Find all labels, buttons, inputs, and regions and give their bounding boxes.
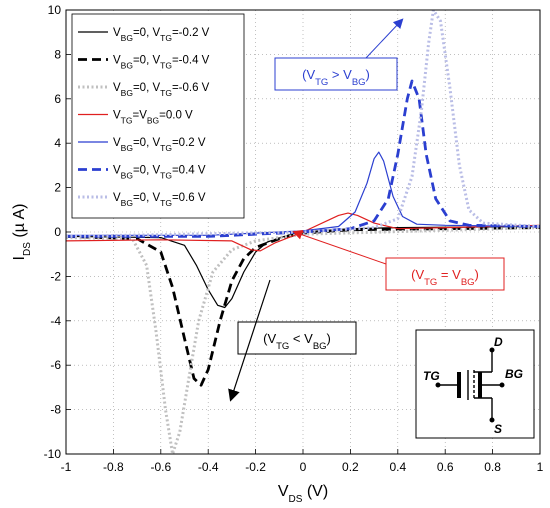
series-line-6 (66, 10, 540, 238)
annotation-box-tg-less (237, 321, 357, 355)
x-tick-label: -0.8 (103, 460, 124, 474)
x-tick-label: -1 (61, 460, 72, 474)
legend-label-1: VBG=0, VTG=-0.4 V (113, 55, 210, 71)
x-tick-label: 0.8 (484, 460, 501, 474)
y-axis-label: IDS (µ A) (11, 204, 33, 261)
x-tick-label: 0.2 (342, 460, 359, 474)
x-tick-label: -0.6 (150, 460, 171, 474)
x-axis-label: VDS (V) (278, 483, 328, 505)
x-tick-label: 0.4 (389, 460, 406, 474)
transistor-symbol (435, 347, 505, 423)
legend-label-5: VBG=0, VTG=0.4 V (113, 165, 206, 181)
annotation-arrow-red (292, 229, 387, 265)
legend: VBG=0, VTG=-0.2 V VBG=0, VTG=-0.4 V VBG=0,… (71, 13, 245, 219)
legend-label-2: VBG=0, VTG=-0.6 V (113, 82, 210, 98)
y-tick-label: -8 (50, 403, 61, 417)
annotations: (VTG > VBG) (VTG = VBG) (VTG < VBG) (228, 18, 505, 402)
y-tick-label: 6 (54, 92, 61, 106)
inset-frame (415, 329, 535, 439)
device-schematic-inset: D TG BG S (415, 329, 535, 439)
series-line-4 (66, 151, 540, 236)
x-tick-label: -0.2 (245, 460, 266, 474)
y-tick-label: 2 (54, 181, 61, 195)
inset-label-bg: BG (505, 367, 523, 381)
inset-label-s: S (494, 422, 502, 436)
x-tick-label: 0.6 (437, 460, 454, 474)
y-tick-label: -2 (50, 269, 61, 283)
y-tick-label: 0 (54, 225, 61, 239)
inset-label-tg: TG (423, 369, 440, 383)
legend-label-0: VBG=0, VTG=-0.2 V (113, 27, 210, 43)
legend-label-4: VBG=0, VTG=0.2 V (113, 137, 206, 153)
y-tick-label: 8 (54, 47, 61, 61)
annotation-label-0: (VTG > VBG) (302, 67, 370, 88)
y-tick-label: -10 (44, 447, 62, 461)
annotation-label-2: (VTG < VBG) (263, 331, 331, 352)
inset-label-d: D (494, 335, 503, 349)
annotation-label-1: (VTG = VBG) (411, 267, 479, 288)
annotation-box-tg-greater (274, 57, 398, 91)
series-line-3 (66, 212, 540, 252)
y-tick-label: -6 (50, 358, 61, 372)
curves (66, 10, 540, 454)
annotation-arrow-blue (365, 18, 404, 59)
legend-label-6: VBG=0, VTG=0.6 V (113, 192, 206, 208)
y-tick-label: 10 (48, 3, 62, 17)
series-line-2 (66, 226, 540, 454)
axis-ticks: -1 -0.8 -0.6 -0.4 -0.2 0 0.2 0.4 0.6 0.8 1 -10 -8 -6 -… (44, 3, 544, 474)
legend-label-3: VTG=VBG=0.0 V (113, 110, 193, 126)
annotation-box-tg-equal (385, 257, 505, 291)
x-tick-label: 0 (300, 460, 307, 474)
x-tick-label: -0.4 (198, 460, 219, 474)
y-tick-label: 4 (54, 136, 61, 150)
annotation-arrow-black (228, 279, 271, 402)
y-tick-label: -4 (50, 314, 61, 328)
legend-box (71, 13, 245, 219)
x-tick-label: 1 (537, 460, 544, 474)
